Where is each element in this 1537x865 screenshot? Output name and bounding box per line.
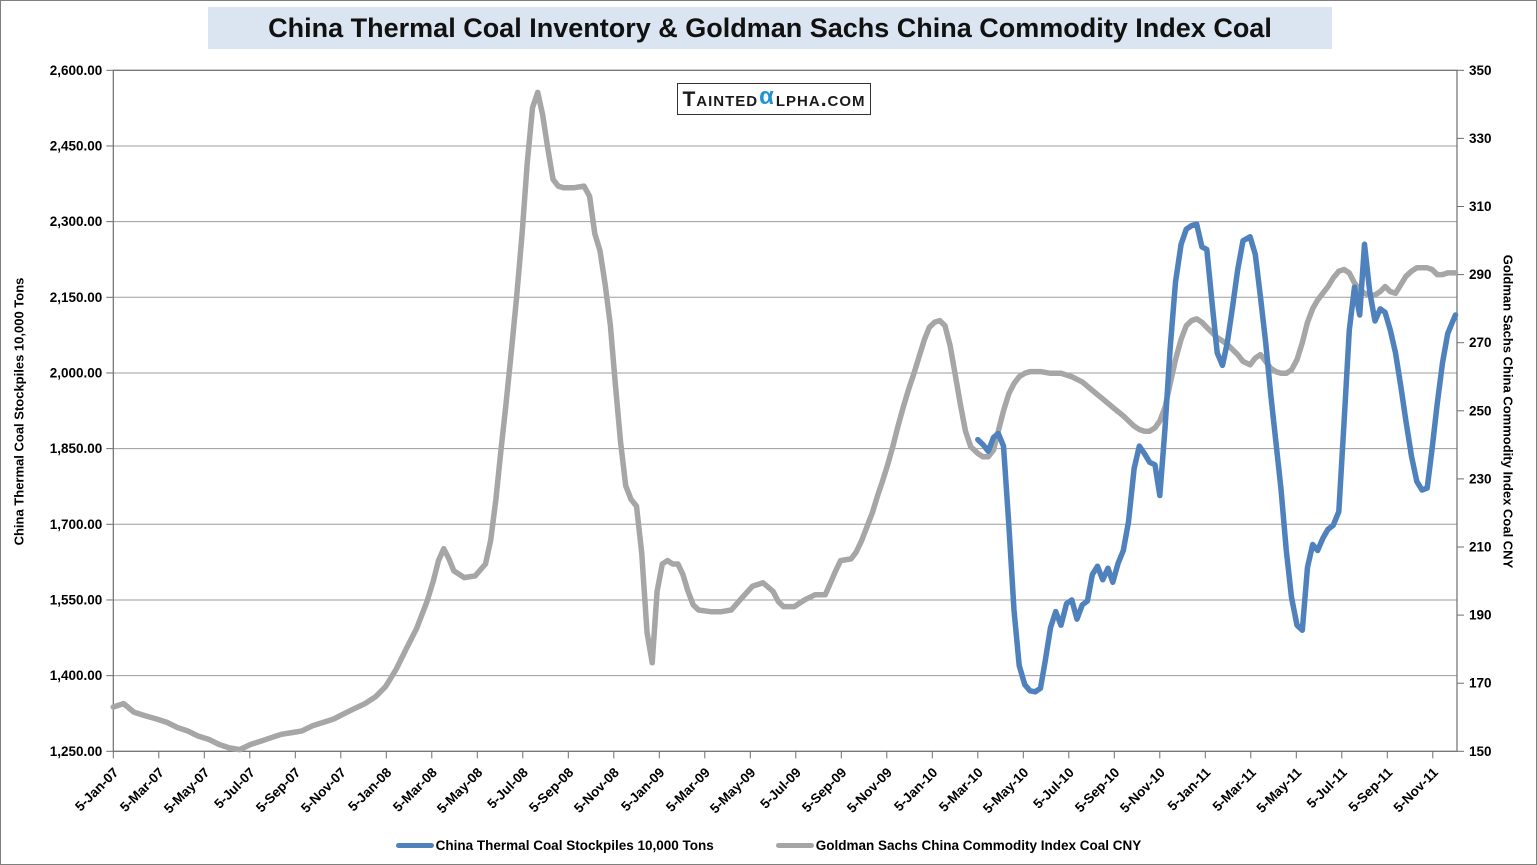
x-axis-tick-label: 5-May-11 bbox=[1253, 764, 1304, 815]
alpha-glyph: α bbox=[759, 83, 775, 110]
x-axis-tick-label: 5-Nov-07 bbox=[298, 765, 349, 816]
x-axis-tick-label: 5-Sep-11 bbox=[1346, 764, 1396, 814]
y-axis-title-left: China Thermal Coal Stockpiles 10,000 Ton… bbox=[11, 277, 27, 546]
x-axis-tick-label: 5-Sep-09 bbox=[799, 765, 849, 815]
x-axis-tick-label: 5-Mar-11 bbox=[1210, 764, 1260, 814]
y-axis-title-right: Goldman Sachs China Commodity Index Coal… bbox=[1500, 254, 1516, 569]
chart-title: China Thermal Coal Inventory & Goldman S… bbox=[208, 7, 1332, 49]
x-axis-tick-label: 5-Mar-09 bbox=[663, 765, 713, 815]
plot-border bbox=[112, 69, 1458, 752]
y-axis-tick-label-left: 1,550.00 bbox=[50, 592, 103, 607]
x-axis-tick-label: 5-May-08 bbox=[434, 764, 486, 816]
x-axis-tick-label: 5-Nov-11 bbox=[1391, 764, 1442, 815]
y-axis-tick-label-right: 150 bbox=[1469, 744, 1492, 759]
y-axis-tick-label-left: 2,450.00 bbox=[50, 138, 103, 153]
y-axis-tick-label-left: 2,300.00 bbox=[50, 214, 103, 229]
y-axis-tick-label-left: 1,850.00 bbox=[50, 441, 103, 456]
y-axis-tick-label-right: 350 bbox=[1469, 63, 1492, 78]
x-axis-tick-label: 5-Jul-07 bbox=[211, 765, 258, 812]
x-axis-tick-label: 5-Jan-10 bbox=[891, 765, 940, 814]
legend-item-stockpiles: China Thermal Coal Stockpiles 10,000 Ton… bbox=[395, 837, 714, 853]
y-axis-tick-label-left: 2,600.00 bbox=[50, 63, 103, 78]
legend: China Thermal Coal Stockpiles 10,000 Ton… bbox=[1, 831, 1536, 859]
y-axis-tick-label-right: 210 bbox=[1469, 540, 1492, 555]
y-axis-tick-label-left: 1,700.00 bbox=[50, 517, 103, 532]
legend-item-gs-index: Goldman Sachs China Commodity Index Coal… bbox=[775, 837, 1142, 853]
y-axis-tick-label-left: 1,250.00 bbox=[50, 744, 103, 759]
y-axis-tick-label-right: 230 bbox=[1469, 471, 1492, 486]
y-axis-tick-label-right: 170 bbox=[1469, 676, 1492, 691]
legend-label-stockpiles: China Thermal Coal Stockpiles 10,000 Ton… bbox=[435, 837, 714, 853]
y-axis-tick-label-right: 290 bbox=[1469, 267, 1492, 282]
y-axis-tick-label-left: 2,000.00 bbox=[50, 365, 103, 380]
x-axis-tick-label: 5-Mar-07 bbox=[117, 765, 167, 815]
watermark-text-prefix: Tainted bbox=[682, 87, 759, 111]
x-axis-tick-label: 5-Jul-08 bbox=[484, 764, 531, 811]
x-axis-tick-label: 5-Sep-07 bbox=[253, 765, 303, 815]
x-axis-tick-label: 5-Sep-10 bbox=[1072, 765, 1122, 815]
x-axis-tick-label: 5-Jan-11 bbox=[1165, 764, 1214, 813]
watermark-text-suffix: lpha.com bbox=[775, 87, 866, 111]
y-axis-tick-label-right: 250 bbox=[1469, 403, 1492, 418]
x-axis-tick-label: 5-Sep-08 bbox=[526, 764, 577, 815]
x-axis-tick-label: 5-May-07 bbox=[161, 765, 212, 816]
x-axis-tick-label: 5-Nov-10 bbox=[1117, 765, 1168, 816]
legend-marker-gs-index bbox=[775, 842, 814, 848]
x-axis-tick-label: 5-Jan-08 bbox=[345, 764, 395, 814]
x-axis-tick-label: 5-Jul-09 bbox=[757, 765, 804, 812]
y-axis-tick-label-right: 270 bbox=[1469, 335, 1492, 350]
y-axis-tick-label-left: 1,400.00 bbox=[50, 668, 103, 683]
x-axis-tick-label: 5-Nov-09 bbox=[844, 765, 895, 816]
x-axis-tick-label: 5-May-09 bbox=[707, 765, 758, 816]
x-axis-tick-label: 5-Jul-11 bbox=[1304, 764, 1351, 811]
y-axis-tick-label-left: 2,150.00 bbox=[50, 290, 103, 305]
x-axis-tick-label: 5-Jul-10 bbox=[1030, 765, 1077, 812]
series-line-stockpiles bbox=[975, 221, 1459, 695]
y-axis-tick-label-right: 190 bbox=[1469, 608, 1492, 623]
x-axis-tick-label: 5-Nov-08 bbox=[571, 764, 622, 815]
x-axis-tick-label: 5-Mar-10 bbox=[936, 765, 986, 815]
legend-label-gs-index: Goldman Sachs China Commodity Index Coal… bbox=[815, 837, 1142, 853]
x-axis-tick-label: 5-May-10 bbox=[980, 765, 1031, 816]
x-axis-tick-label: 5-Jan-09 bbox=[618, 765, 667, 814]
tainted-alpha-watermark: Tainted α lpha.com bbox=[677, 83, 871, 115]
legend-marker-stockpiles bbox=[395, 842, 434, 848]
x-axis-tick-label: 5-Mar-08 bbox=[390, 764, 440, 814]
series-line-gs-index bbox=[110, 89, 1459, 753]
x-axis-tick-label: 5-Jan-07 bbox=[72, 765, 121, 814]
y-axis-tick-label-right: 330 bbox=[1469, 131, 1492, 146]
y-axis-tick-label-right: 310 bbox=[1469, 199, 1492, 214]
